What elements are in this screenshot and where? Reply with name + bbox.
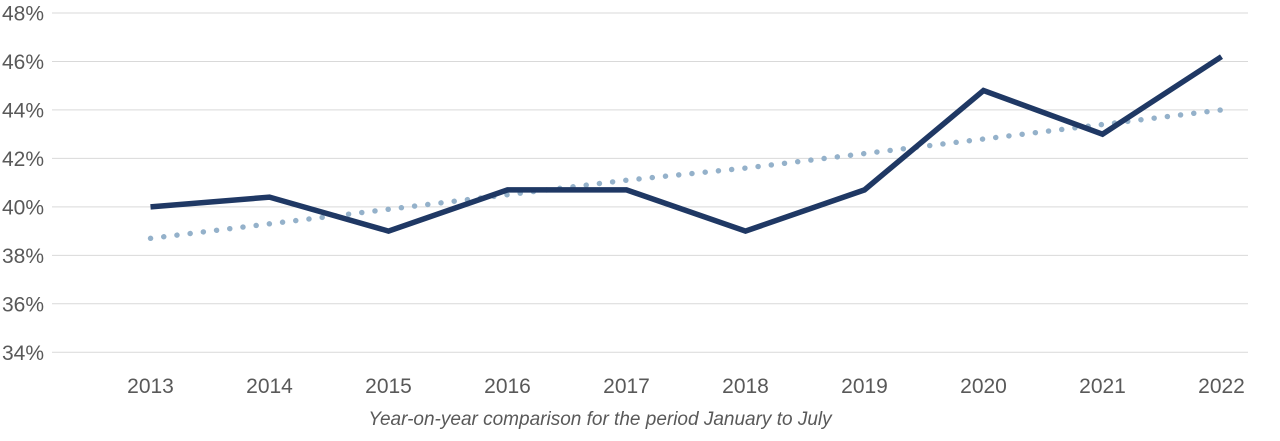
x-tick-label: 2017 (603, 375, 650, 398)
actual-line (150, 54, 1224, 234)
x-tick-label: 2013 (127, 375, 174, 398)
y-tick-label: 40% (2, 196, 44, 219)
y-tick-label: 36% (2, 293, 44, 316)
x-tick-label: 2019 (841, 375, 888, 398)
x-tick-label: 2022 (1198, 375, 1245, 398)
x-tick-label: 2020 (960, 375, 1007, 398)
y-tick-label: 38% (2, 245, 44, 268)
x-axis-labels: 2013 2014 2015 2016 2017 2018 2019 2020 2021 2022 (127, 375, 1245, 398)
series-lines (147, 54, 1225, 242)
chart-caption: Year-on-year comparison for the period J… (368, 409, 832, 430)
y-tick-label: 42% (2, 148, 44, 171)
x-tick-label: 2018 (722, 375, 769, 398)
y-tick-label: 48% (2, 3, 44, 26)
x-tick-label: 2021 (1079, 375, 1126, 398)
y-tick-label: 46% (2, 51, 44, 74)
x-tick-label: 2015 (365, 375, 412, 398)
gridlines (52, 12, 1248, 353)
y-axis-labels: 48% 46% 44% 42% 40% 38% 36% 34% (2, 3, 44, 365)
y-tick-label: 34% (2, 342, 44, 365)
x-tick-label: 2014 (246, 375, 293, 398)
trend-line (147, 107, 1225, 242)
x-tick-label: 2016 (484, 375, 531, 398)
y-tick-label: 44% (2, 99, 44, 122)
